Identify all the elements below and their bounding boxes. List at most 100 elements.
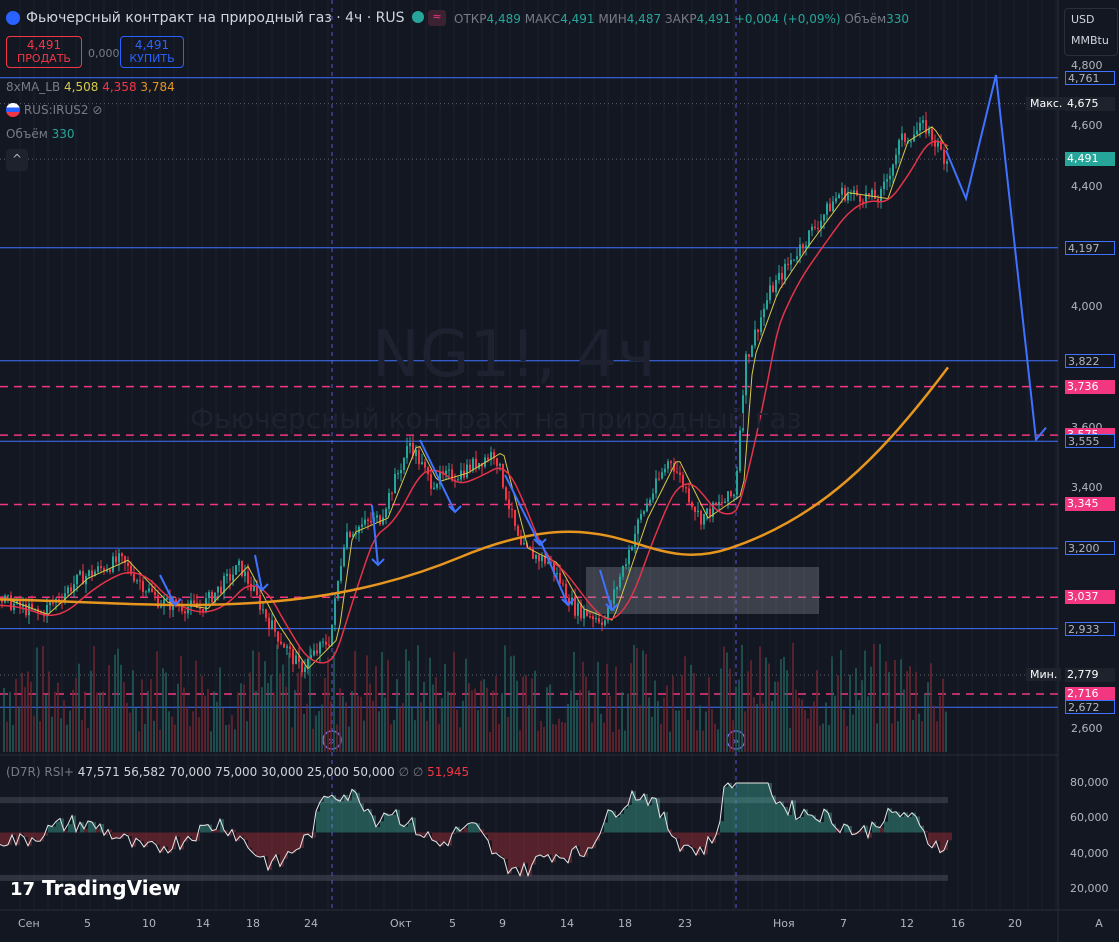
- tradingview-logo[interactable]: 17 TradingView: [10, 876, 181, 900]
- candle-body: [253, 586, 255, 591]
- candle-body: [802, 244, 804, 249]
- symbol-title[interactable]: Фьючерсный контракт на природный газ · 4…: [26, 10, 405, 26]
- rsi-fill: [160, 832, 164, 853]
- spread-value: 0,000: [88, 47, 120, 60]
- candle-body: [355, 533, 357, 535]
- drawing-arrow[interactable]: [254, 554, 263, 591]
- unit-label[interactable]: MMBtu: [1071, 34, 1109, 47]
- rsi-line[interactable]: [0, 782, 949, 878]
- candle-body: [853, 190, 855, 193]
- price-label-last[interactable]: 4,491: [1065, 152, 1115, 167]
- sell-button[interactable]: 4,491 ПРОДАТЬ: [6, 36, 82, 68]
- candle-body: [880, 189, 882, 202]
- candle-body: [409, 443, 411, 447]
- hidden-eye-icon[interactable]: ⊘: [92, 103, 103, 117]
- candle-body: [217, 586, 219, 593]
- candle-body: [100, 566, 102, 569]
- rsi-fill: [604, 822, 608, 833]
- rsi-fill: [912, 812, 916, 833]
- price-label-blue[interactable]: 2,933: [1065, 621, 1115, 636]
- candle-body: [508, 499, 510, 510]
- candle-body: [73, 584, 75, 592]
- ohlc-readout: ОТКР4,489 МАКС4,491 МИН4,487 ЗАКР4,491 +…: [454, 12, 910, 26]
- drawing-arrow[interactable]: [504, 474, 541, 546]
- candle-body: [439, 471, 441, 484]
- forecast-path[interactable]: [945, 74, 1047, 443]
- range-zone[interactable]: [586, 567, 819, 614]
- rsi-fill: [196, 832, 200, 841]
- candle-body: [838, 194, 840, 199]
- rsi-fill: [280, 832, 284, 867]
- candle-body: [223, 575, 225, 594]
- candle-body: [268, 617, 270, 629]
- time-tick: 7: [840, 917, 847, 930]
- rsi-fill: [708, 832, 712, 837]
- volume-legend[interactable]: Объём 330: [6, 127, 75, 141]
- price-label-blue[interactable]: 3,555: [1065, 434, 1115, 449]
- rsi-fill: [864, 825, 868, 833]
- candle-body: [307, 658, 309, 668]
- rsi-fill: [400, 824, 404, 833]
- candle-body: [703, 513, 705, 525]
- wave-icon[interactable]: ≈: [428, 10, 446, 26]
- rsi-fill: [372, 815, 376, 833]
- currency-label[interactable]: USD: [1071, 13, 1095, 26]
- price-label-blue[interactable]: 4,761: [1065, 70, 1115, 85]
- candle-body: [313, 650, 315, 656]
- candle-body: [76, 574, 78, 585]
- candle-body: [487, 457, 489, 460]
- price-label-max[interactable]: 4,675: [1065, 96, 1115, 111]
- drawing-arrow[interactable]: [599, 569, 613, 611]
- rsi-fill: [728, 783, 732, 833]
- candle-body: [823, 214, 825, 221]
- drawing-arrow[interactable]: [419, 439, 456, 513]
- price-label-blue[interactable]: 3,822: [1065, 353, 1115, 368]
- candle-body: [301, 661, 303, 673]
- rsi-fill: [496, 832, 500, 853]
- ma-legend[interactable]: 8xMA_LB 4,508 4,358 3,784: [6, 80, 175, 94]
- candle-body: [751, 345, 753, 357]
- collapse-legend-button[interactable]: ^: [6, 149, 28, 171]
- price-label-blue[interactable]: 3,200: [1065, 541, 1115, 556]
- ma-mid-line[interactable]: [0, 140, 949, 664]
- rsi-fill: [552, 832, 556, 863]
- buy-button[interactable]: 4,491 КУПИТЬ: [120, 36, 184, 68]
- auto-scale-button[interactable]: A: [1095, 917, 1103, 930]
- candle-body: [865, 193, 867, 204]
- candle-body: [940, 141, 942, 150]
- candle-body: [151, 588, 153, 592]
- candle-body: [58, 599, 60, 601]
- price-label-pink[interactable]: 3,345: [1065, 497, 1115, 512]
- rsi-fill: [488, 832, 492, 841]
- rsi-legend[interactable]: (D7R) RSI+ 47,571 56,582 70,000 75,000 3…: [6, 765, 470, 779]
- rsi-fill: [504, 832, 508, 860]
- rsi-fill: [48, 825, 52, 833]
- rsi-fill: [516, 832, 520, 868]
- candle-body: [856, 190, 858, 196]
- candle-body: [208, 591, 210, 599]
- candle-body: [589, 616, 591, 618]
- candle-body: [790, 259, 792, 265]
- rsi-fill: [276, 832, 280, 855]
- rsi-fill: [476, 823, 480, 833]
- compare-symbol-legend[interactable]: RUS:IRUS2 ⊘: [6, 103, 102, 117]
- candle-body: [139, 580, 141, 582]
- ma-fast-line[interactable]: [0, 126, 949, 670]
- drawing-arrow[interactable]: [539, 539, 569, 606]
- rsi-fill: [772, 795, 776, 833]
- candle-body: [232, 574, 234, 581]
- candle-body: [70, 587, 72, 592]
- price-label-min[interactable]: 2,779: [1065, 668, 1115, 683]
- currency-unit-selector[interactable]: USD MMBtu: [1064, 8, 1118, 56]
- price-label-blue[interactable]: 2,672: [1065, 700, 1115, 715]
- drawing-arrow[interactable]: [371, 504, 379, 566]
- price-label-blue[interactable]: 4,197: [1065, 240, 1115, 255]
- candle-body: [166, 597, 168, 600]
- price-label-pink[interactable]: 3,736: [1065, 379, 1115, 394]
- price-label-pink[interactable]: 3,037: [1065, 590, 1115, 605]
- rsi-fill: [364, 811, 368, 833]
- drawing-arrow[interactable]: [159, 574, 176, 606]
- price-label-pink[interactable]: 2,716: [1065, 687, 1115, 702]
- ma-slow-line[interactable]: [0, 366, 949, 607]
